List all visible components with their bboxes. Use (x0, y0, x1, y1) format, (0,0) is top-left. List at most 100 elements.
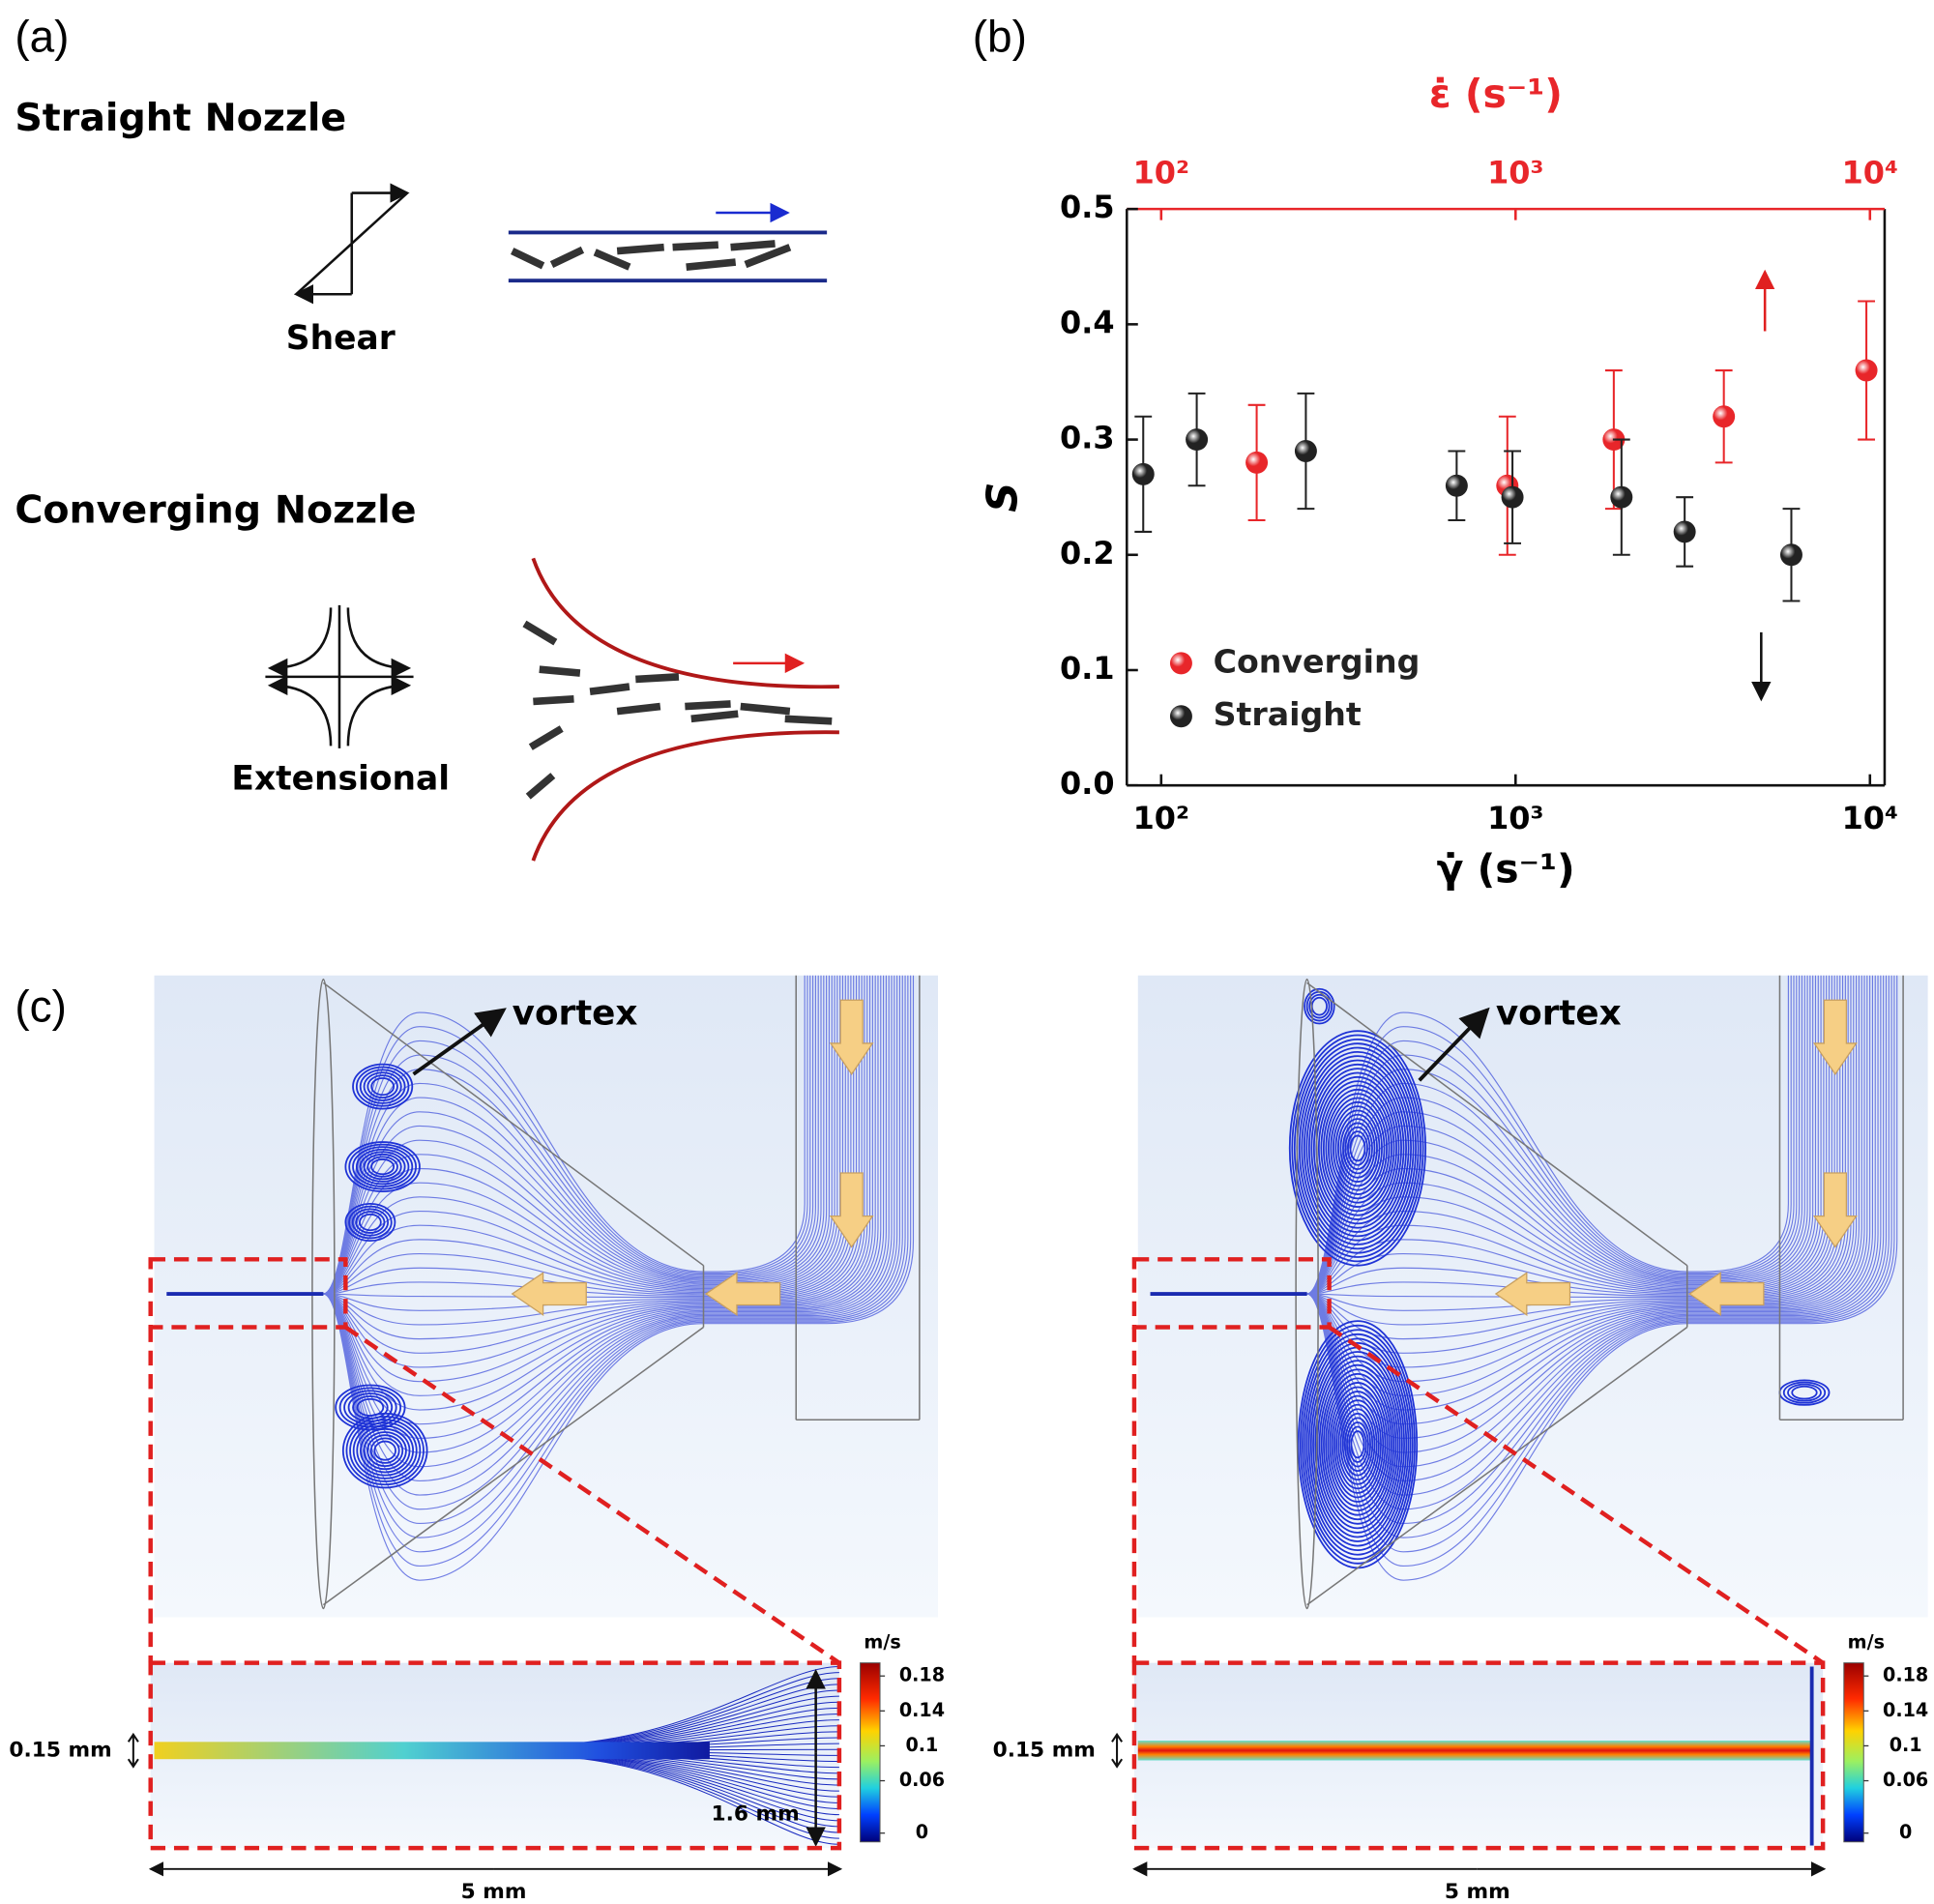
shear-icon (293, 183, 410, 305)
jet (154, 1742, 710, 1760)
y-tick-label: 0.4 (1060, 304, 1115, 340)
data-point (1131, 462, 1155, 485)
vortex-arrow (412, 1008, 507, 1076)
flow-arrow (829, 1172, 874, 1248)
vortex-ring (359, 1213, 382, 1232)
streamline (1306, 975, 1879, 1481)
vortex-ring (1782, 1381, 1827, 1404)
x-tick-label: 10⁴ (1842, 800, 1898, 836)
colorbar-tick-label: 0.18 (899, 1664, 945, 1686)
streamline (1306, 975, 1860, 1383)
vortex-ring (1341, 1412, 1374, 1477)
vortex-ring (1310, 1068, 1405, 1229)
nozzle-wall (1306, 975, 1904, 1606)
vortex-ring (1330, 1100, 1386, 1195)
flow-arrows (511, 999, 874, 1316)
vortex-ring (359, 1069, 406, 1104)
colorbar-tick-label: 0.14 (1883, 1699, 1928, 1721)
zoom-lines (148, 1325, 841, 1665)
streamline (323, 975, 871, 1354)
vortex-label: vortex (513, 994, 638, 1034)
vortex-ring (1305, 1059, 1410, 1238)
vortex-ring (1322, 1088, 1392, 1208)
streamline (1306, 975, 1882, 1496)
vortex-ring (1320, 1084, 1395, 1213)
vortex-ring (1305, 1337, 1410, 1552)
streamline (323, 975, 879, 1396)
straight-channel (508, 202, 828, 283)
panel-label: (a) (15, 11, 69, 61)
vortex-ring (1304, 1333, 1412, 1556)
vortex-ring (1334, 1109, 1381, 1187)
dimension-label: 0.15 mm (9, 1738, 111, 1762)
dimension-label: 5 mm (1445, 1880, 1510, 1904)
data-point (1779, 543, 1802, 567)
data-point (1855, 359, 1878, 382)
extensional-label: Extensional (231, 760, 450, 799)
dimension-label: 0.15 mm (993, 1738, 1096, 1762)
vortex-ring (1299, 1324, 1416, 1565)
vortex-ring (356, 1397, 385, 1417)
x2-tick-label: 10⁴ (1842, 154, 1898, 190)
y-axis-label: S (980, 483, 1028, 513)
legend-marker (1169, 652, 1192, 675)
vortex-ring (1348, 1425, 1367, 1463)
vortex-ring (1325, 1093, 1391, 1204)
streamline (323, 975, 808, 1295)
vortex-ring (335, 1384, 406, 1431)
vortex-ring (1344, 1126, 1371, 1170)
vortices (335, 1063, 428, 1489)
colorbar-tick-label: 0 (916, 1821, 928, 1843)
vortex-ring (363, 1071, 402, 1101)
vortex-ring (363, 1431, 407, 1471)
vortex-ring (370, 1158, 396, 1176)
panel-label: (c) (15, 981, 67, 1032)
vortex-ring (1337, 1113, 1378, 1183)
vortex-ring (1347, 1130, 1368, 1166)
vortex-ring (1333, 1394, 1382, 1494)
vortex-ring (1318, 1363, 1397, 1525)
flow-arrow (829, 999, 874, 1075)
vortex-ring (344, 1202, 396, 1243)
vortex-ring (352, 1063, 414, 1110)
vortex-ring (347, 1392, 394, 1422)
colorbar-tick-label: 0 (1899, 1821, 1912, 1843)
vortex-ring (1349, 1134, 1366, 1162)
y-tick-label: 0.0 (1060, 765, 1115, 802)
streamline (1306, 975, 1832, 1295)
vortex-ring (363, 1153, 402, 1181)
y-tick-label: 0.3 (1060, 420, 1115, 456)
vortex-ring (352, 1421, 418, 1479)
shear-label: Shear (286, 319, 396, 358)
vortex-ring (360, 1427, 411, 1474)
panel-title: Converging Nozzle (15, 488, 416, 533)
colorbar-unit: m/s (1848, 1631, 1885, 1654)
x-tick-label: 10³ (1487, 800, 1543, 836)
vortex-ring (1787, 1383, 1822, 1402)
vortex-ring (366, 1074, 398, 1098)
x2-tick-label: 10² (1133, 154, 1189, 190)
jet (1137, 1741, 1811, 1761)
zoom-box (148, 1257, 348, 1330)
zoom-lines (1131, 1325, 1825, 1665)
extensional-icon (265, 604, 414, 748)
converging-channel (522, 557, 839, 862)
vortex-ring (1339, 1408, 1376, 1481)
data-point (1186, 428, 1209, 452)
y-tick-label: 0.5 (1060, 189, 1115, 225)
zoom-detail (148, 1660, 842, 1851)
vortex-ring (1302, 1329, 1414, 1561)
streamline (1306, 975, 1835, 1295)
vortex-ring (1307, 1342, 1408, 1547)
streamline (323, 975, 835, 1295)
vortex-ring (348, 1143, 418, 1190)
streamline (1306, 975, 1822, 1295)
legend-label: Straight (1214, 695, 1362, 733)
vortex-arrow (1418, 1007, 1490, 1082)
streamline (323, 975, 898, 1496)
streamline (323, 975, 882, 1411)
vortex-ring (349, 1419, 422, 1482)
vortex-ring (1288, 1030, 1427, 1267)
streamline (323, 975, 895, 1481)
vortex-ring (1339, 1118, 1376, 1179)
